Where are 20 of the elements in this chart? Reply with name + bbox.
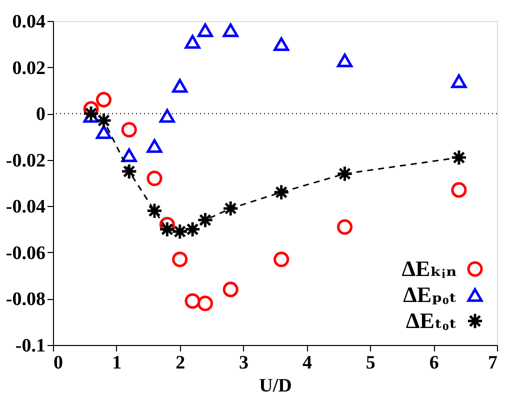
x-tick-label: 4 <box>302 352 312 374</box>
x-tick-label: 5 <box>366 352 376 374</box>
x-tick-label: 2 <box>176 352 186 374</box>
x-tick-label: 3 <box>239 352 249 374</box>
legend-label: ΔEₜₒₜ <box>406 308 457 333</box>
y-tick-label: 0 <box>36 104 46 126</box>
y-tick-label: 0.04 <box>12 12 46 32</box>
legend-label: ΔEₚₒₜ <box>403 282 457 307</box>
y-tick-label: -0.02 <box>6 150 46 172</box>
x-axis-title: U/D <box>259 376 292 396</box>
y-tick-label: 0.02 <box>12 58 46 79</box>
x-tick-label: 7 <box>488 352 498 374</box>
y-tick-label: -0.1 <box>15 336 46 356</box>
legend-label: ΔEₖᵢₙ <box>402 256 457 281</box>
x-tick-label: 0 <box>54 352 63 374</box>
y-tick-label: -0.06 <box>6 242 46 264</box>
y-tick-label: -0.08 <box>6 289 46 310</box>
x-tick-label: 1 <box>112 352 122 374</box>
y-tick-label: -0.04 <box>6 196 46 218</box>
x-tick-label: 6 <box>429 352 439 374</box>
